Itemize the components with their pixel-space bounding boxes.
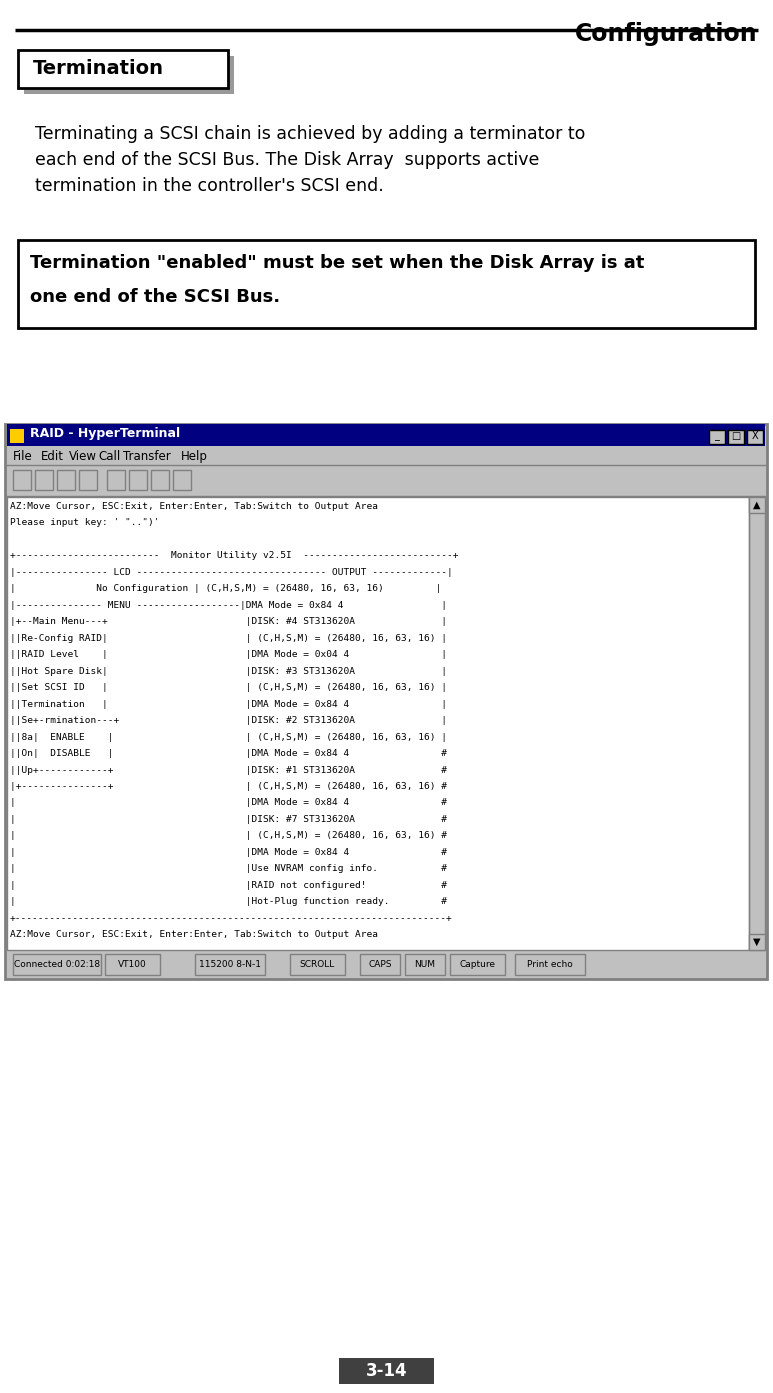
Bar (35, 469, 53, 490)
Bar (151, 469, 169, 490)
Bar (57, 469, 75, 490)
Text: AZ:Move Cursor, ESC:Exit, Enter:Enter, Tab:Switch to Output Area: AZ:Move Cursor, ESC:Exit, Enter:Enter, T… (10, 501, 378, 511)
Bar (728, 430, 744, 444)
Text: Terminating a SCSI chain is achieved by adding a terminator to: Terminating a SCSI chain is achieved by … (35, 125, 585, 143)
Bar (105, 954, 160, 975)
Bar (7, 497, 749, 950)
Bar (10, 429, 24, 443)
Text: Termination: Termination (33, 60, 164, 78)
Bar (515, 954, 585, 975)
Text: termination in the controller's SCSI end.: termination in the controller's SCSI end… (35, 177, 383, 195)
Bar (7, 497, 749, 950)
Text: ||Set SCSI ID   |                        | (C,H,S,M) = (26480, 16, 63, 16) |: ||Set SCSI ID | | (C,H,S,M) = (26480, 16… (10, 683, 447, 692)
Bar (79, 469, 97, 490)
Text: |                                        | (C,H,S,M) = (26480, 16, 63, 16) #: | | (C,H,S,M) = (26480, 16, 63, 16) # (10, 832, 447, 840)
Bar (749, 933, 765, 950)
Text: |                                        |Use NVRAM config info.           #: | |Use NVRAM config info. # (10, 864, 447, 873)
Text: CAPS: CAPS (368, 960, 392, 970)
Text: +-------------------------  Monitor Utility v2.5I  --------------------------+: +------------------------- Monitor Utili… (10, 552, 458, 560)
Text: AZ:Move Cursor, ESC:Exit, Enter:Enter, Tab:Switch to Output Area: AZ:Move Cursor, ESC:Exit, Enter:Enter, T… (10, 931, 378, 939)
Bar (129, 469, 147, 490)
Bar (24, 56, 234, 93)
Text: |--------------- MENU ------------------|DMA Mode = 0x84 4                 |: |--------------- MENU ------------------… (10, 600, 447, 610)
Text: View: View (69, 450, 97, 462)
Text: RAID - HyperTerminal: RAID - HyperTerminal (30, 428, 180, 440)
Text: Call: Call (98, 450, 121, 462)
Text: ||Se+-rmination---+                      |DISK: #2 ST313620A               |: ||Se+-rmination---+ |DISK: #2 ST313620A … (10, 716, 447, 726)
Text: ||8a|  ENABLE    |                       | (C,H,S,M) = (26480, 16, 63, 16) |: ||8a| ENABLE | | (C,H,S,M) = (26480, 16,… (10, 733, 447, 741)
Text: NUM: NUM (414, 960, 435, 970)
Bar (107, 469, 125, 490)
Text: ||Termination   |                        |DMA Mode = 0x84 4                |: ||Termination | |DMA Mode = 0x84 4 | (10, 699, 447, 709)
Bar (747, 430, 763, 444)
Bar (7, 423, 765, 446)
Text: Capture: Capture (459, 960, 495, 970)
Bar (18, 50, 228, 88)
Text: Help: Help (181, 450, 208, 462)
Bar (749, 497, 765, 513)
Bar (450, 954, 505, 975)
Text: X: X (751, 430, 758, 442)
Text: |+--Main Menu---+                        |DISK: #4 ST313620A               |: |+--Main Menu---+ |DISK: #4 ST313620A | (10, 617, 447, 627)
Text: SCROLL: SCROLL (300, 960, 335, 970)
Text: one end of the SCSI Bus.: one end of the SCSI Bus. (30, 288, 280, 306)
Bar (18, 240, 755, 327)
Text: ||Up+------------+                       |DISK: #1 ST313620A               #: ||Up+------------+ |DISK: #1 ST313620A # (10, 766, 447, 775)
Text: |+---------------+                       | (C,H,S,M) = (26480, 16, 63, 16) #: |+---------------+ | (C,H,S,M) = (26480,… (10, 781, 447, 791)
Text: |              No Configuration | (C,H,S,M) = (26480, 16, 63, 16)         |: | No Configuration | (C,H,S,M) = (26480,… (10, 584, 441, 593)
Text: ||Re-Config RAID|                        | (C,H,S,M) = (26480, 16, 63, 16) |: ||Re-Config RAID| | (C,H,S,M) = (26480, … (10, 634, 447, 642)
Bar (709, 430, 725, 444)
Text: Please input key: ' "..")': Please input key: ' "..")' (10, 518, 159, 528)
Bar (195, 954, 265, 975)
Text: ||On|  DISABLE   |                       |DMA Mode = 0x84 4                #: ||On| DISABLE | |DMA Mode = 0x84 4 # (10, 749, 447, 758)
Text: ▲: ▲ (753, 500, 761, 510)
Bar (5, 423, 767, 979)
Text: Configuration: Configuration (575, 22, 758, 46)
Text: □: □ (731, 430, 741, 442)
Text: Transfer: Transfer (123, 450, 171, 462)
Bar (290, 954, 345, 975)
Text: |                                        |Hot-Plug function ready.         #: | |Hot-Plug function ready. # (10, 897, 447, 907)
Text: |---------------- LCD --------------------------------- OUTPUT -------------|: |---------------- LCD ------------------… (10, 568, 453, 577)
Text: 3-14: 3-14 (366, 1362, 407, 1380)
Text: Print echo: Print echo (527, 960, 573, 970)
Text: each end of the SCSI Bus. The Disk Array  supports active: each end of the SCSI Bus. The Disk Array… (35, 150, 540, 169)
Text: ||RAID Level    |                        |DMA Mode = 0x04 4                |: ||RAID Level | |DMA Mode = 0x04 4 | (10, 651, 447, 659)
Text: |                                        |DMA Mode = 0x84 4                #: | |DMA Mode = 0x84 4 # (10, 798, 447, 808)
Text: _: _ (714, 430, 720, 442)
Bar (13, 954, 101, 975)
Text: |                                        |RAID not configured!             #: | |RAID not configured! # (10, 880, 447, 890)
Text: ||Hot Spare Disk|                        |DISK: #3 ST313620A               |: ||Hot Spare Disk| |DISK: #3 ST313620A | (10, 667, 447, 676)
Bar (13, 469, 31, 490)
Text: VT100: VT100 (118, 960, 147, 970)
Bar (173, 469, 191, 490)
Bar (749, 497, 765, 950)
Bar (339, 1358, 434, 1385)
Bar (7, 467, 765, 496)
Bar (7, 951, 765, 976)
Text: 115200 8-N-1: 115200 8-N-1 (199, 960, 261, 970)
Bar (405, 954, 445, 975)
Bar (360, 954, 400, 975)
Text: ▼: ▼ (753, 937, 761, 947)
Text: Termination "enabled" must be set when the Disk Array is at: Termination "enabled" must be set when t… (30, 254, 645, 272)
Text: Edit: Edit (41, 450, 64, 462)
Text: +---------------------------------------------------------------------------+: +---------------------------------------… (10, 914, 453, 922)
Text: |                                        |DISK: #7 ST313620A               #: | |DISK: #7 ST313620A # (10, 815, 447, 823)
Bar (7, 447, 765, 465)
Text: File: File (13, 450, 32, 462)
Text: |                                        |DMA Mode = 0x84 4                #: | |DMA Mode = 0x84 4 # (10, 848, 447, 857)
Text: Connected 0:02:18: Connected 0:02:18 (14, 960, 100, 970)
